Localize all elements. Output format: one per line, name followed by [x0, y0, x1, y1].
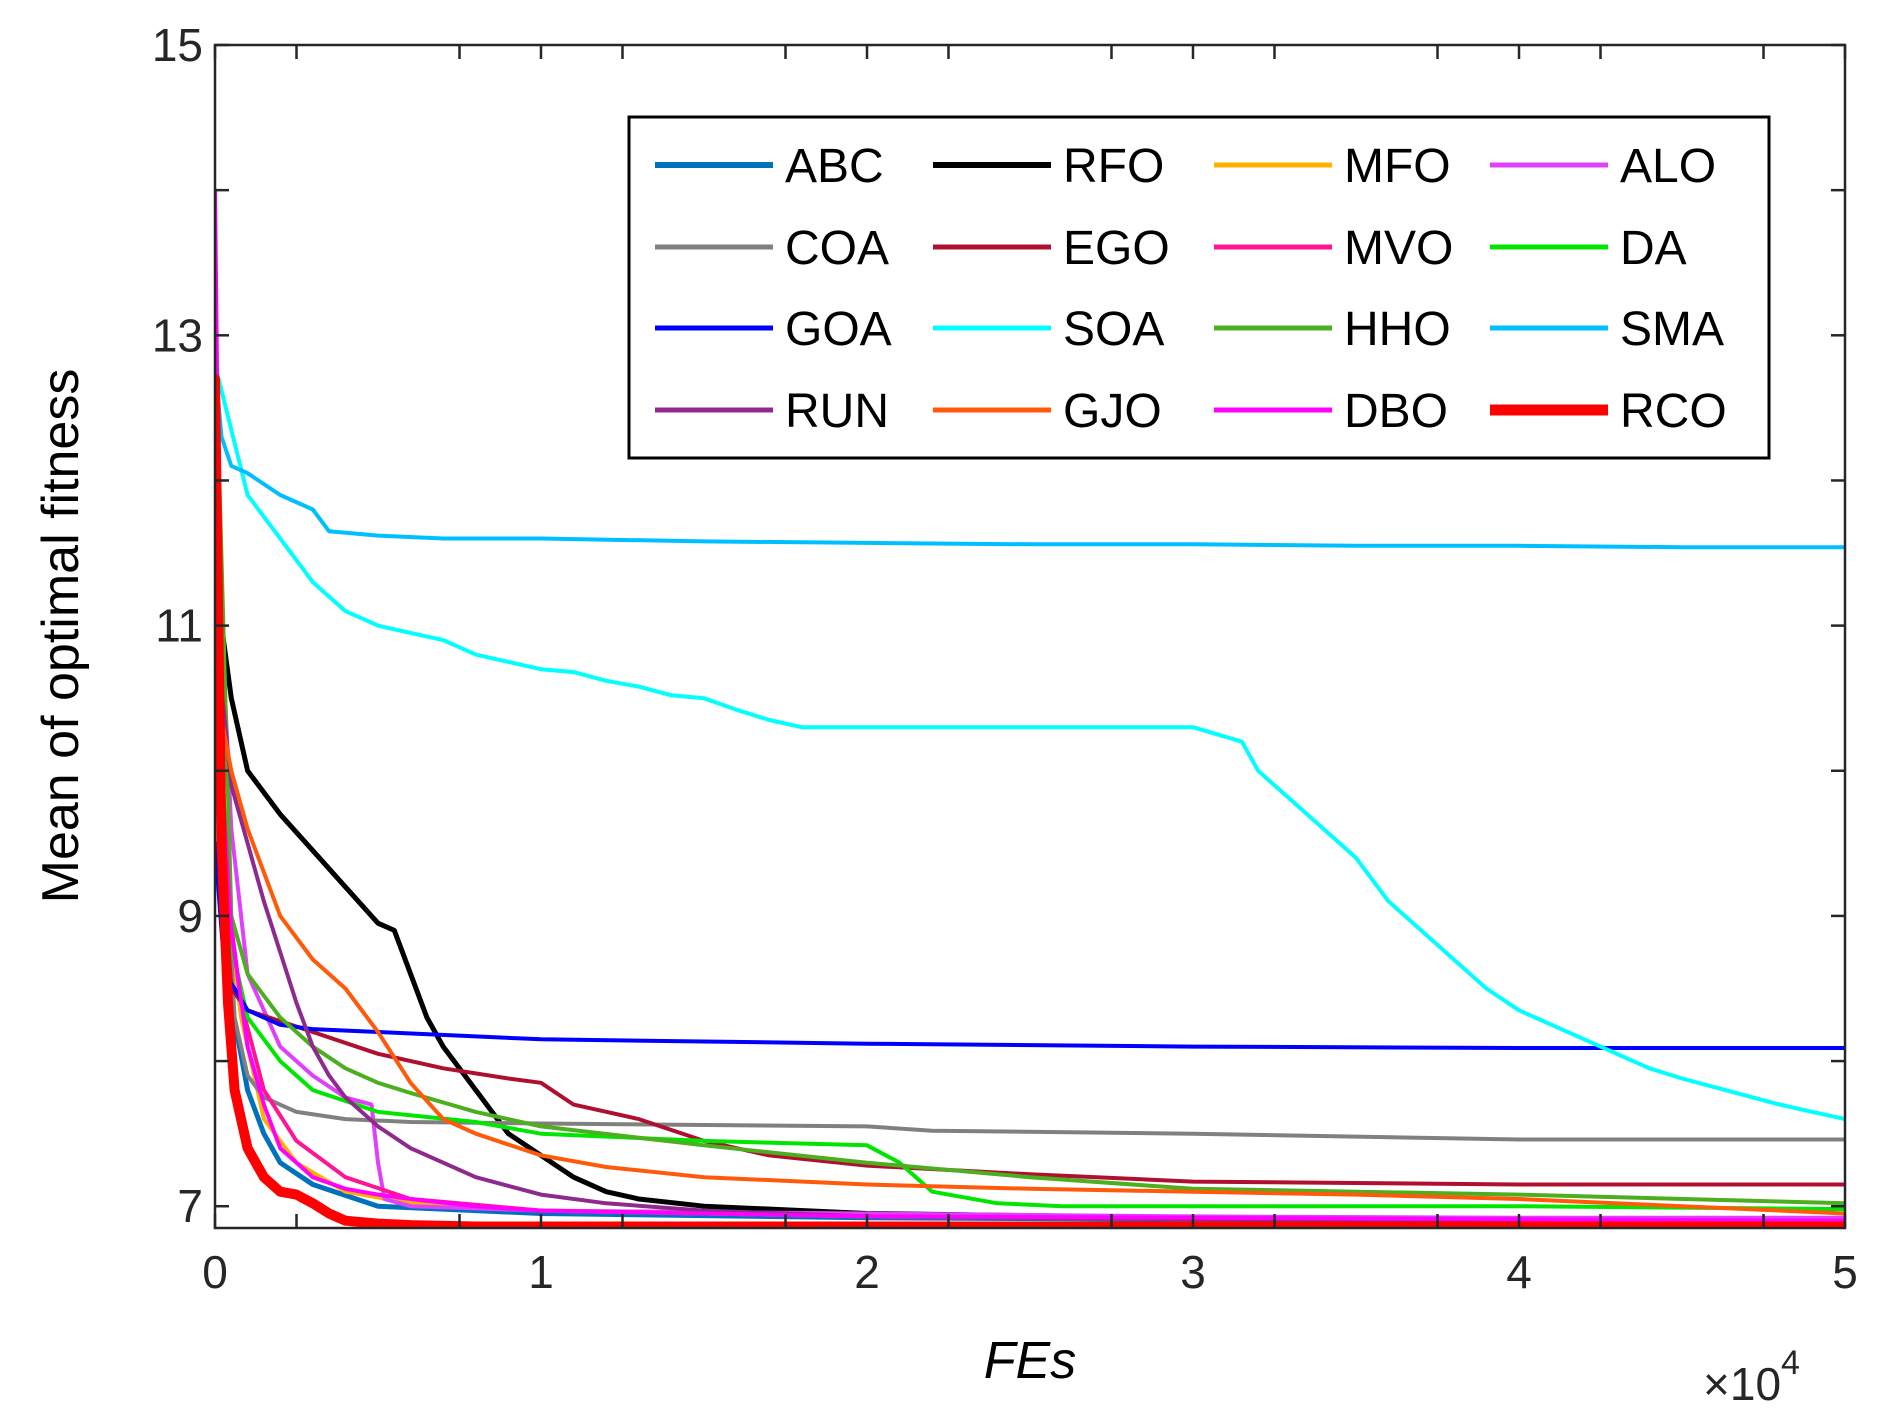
legend-label-soa: SOA [1063, 303, 1164, 356]
series-line-goa [215, 841, 1845, 1050]
legend-label-alo: ALO [1620, 140, 1716, 193]
series-line-sma [215, 362, 1845, 550]
legend-label-sma: SMA [1620, 303, 1724, 356]
legend-label-mvo: MVO [1344, 222, 1453, 275]
y-axis-label: Mean of optimal fitness [32, 369, 90, 904]
series-line-da [215, 623, 1845, 1212]
x-tick-label: 4 [1506, 1246, 1532, 1298]
legend-box [627, 115, 1771, 460]
series-line-gjo [215, 681, 1845, 1216]
x-tick-label: 0 [202, 1246, 228, 1298]
legend-label-rfo: RFO [1063, 140, 1164, 193]
legend-label-ego: EGO [1063, 222, 1170, 275]
x-exponent-label: ×104 [1703, 1344, 1800, 1410]
y-tick-label: 15 [152, 19, 203, 71]
legend-label-mfo: MFO [1344, 140, 1451, 193]
series-line-rfo [215, 478, 1845, 1224]
y-tick-label: 11 [155, 600, 203, 652]
x-tick-label: 3 [1180, 1246, 1206, 1298]
x-tick-label: 5 [1832, 1246, 1858, 1298]
x-axis-label: FEs [984, 1332, 1076, 1390]
x-exponent-base: ×10 [1703, 1358, 1781, 1410]
legend-label-run: RUN [785, 385, 889, 438]
legend-label-rco: RCO [1620, 385, 1727, 438]
series-line-dbo [215, 188, 1845, 1223]
legend-label-coa: COA [785, 222, 889, 275]
x-tick-label: 1 [528, 1246, 554, 1298]
legend-label-abc: ABC [785, 140, 884, 193]
legend-label-da: DA [1620, 222, 1687, 275]
axes-box [213, 43, 1847, 1230]
y-tick-label: 7 [177, 1180, 203, 1232]
y-tick-label: 9 [177, 890, 203, 942]
legend-label-dbo: DBO [1344, 385, 1448, 438]
series-line-soa [215, 362, 1845, 1122]
legend-label-hho: HHO [1344, 303, 1451, 356]
y-tick-label: 13 [152, 309, 203, 361]
legend-label-goa: GOA [785, 303, 892, 356]
legend: ABC RFO MFO ALO COA EGO MVO DA GOA SOA HHO SMA RUN GJ… [627, 115, 1771, 460]
axis-ticks: 0 1 2 3 4 5 7 9 11 13 15 [152, 19, 1858, 1298]
series-line-coa [215, 478, 1845, 1142]
legend-label-gjo: GJO [1063, 385, 1162, 438]
series-line-rco [215, 373, 1845, 1228]
series-line-hho [215, 318, 1845, 1206]
x-exponent-power: 4 [1781, 1344, 1800, 1382]
series-lines [215, 188, 1845, 1228]
plot-area [215, 188, 1845, 1228]
x-tick-label: 2 [854, 1246, 880, 1298]
